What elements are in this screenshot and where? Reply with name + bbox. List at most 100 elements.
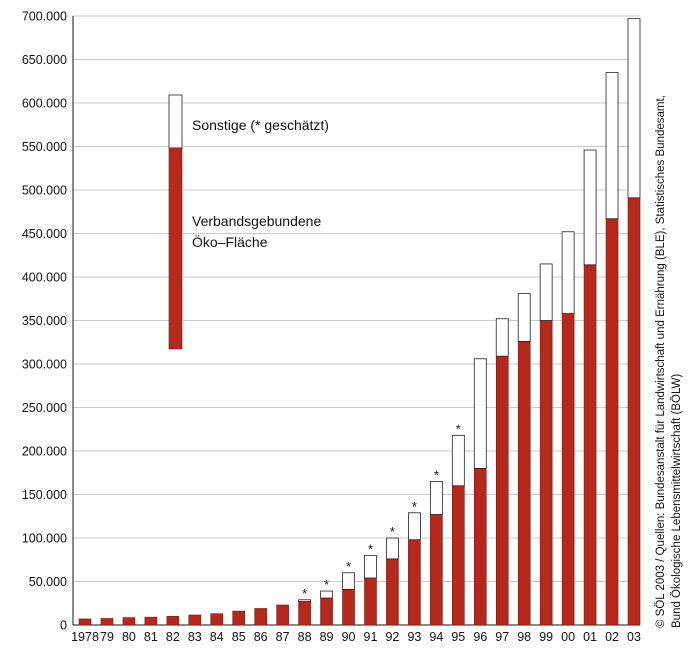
x-tick-label: 80 xyxy=(122,630,136,644)
y-tick-label: 300.000 xyxy=(22,358,67,372)
x-tick-label: 83 xyxy=(188,630,202,644)
bar-verbandsgebunden xyxy=(452,485,465,626)
bar-verbandsgebunden xyxy=(517,341,531,626)
y-tick-label: 150.000 xyxy=(22,488,67,502)
y-tick-label: 400.000 xyxy=(22,271,67,285)
estimated-marker: * xyxy=(412,499,417,514)
bar-sonstige xyxy=(298,599,312,602)
x-tick-label: 81 xyxy=(144,630,158,644)
bar-sonstige xyxy=(429,481,443,515)
bar-verbandsgebunden xyxy=(342,589,355,626)
estimated-marker: * xyxy=(456,421,461,436)
grid xyxy=(73,15,640,582)
bar-verbandsgebunden xyxy=(473,468,487,626)
y-tick-label: 500.000 xyxy=(22,184,67,198)
bar-sonstige xyxy=(451,434,465,487)
estimated-marker: * xyxy=(434,467,439,482)
bar-sonstige xyxy=(386,537,399,560)
y-tick-label: 50.000 xyxy=(29,575,67,589)
bar-verbandsgebunden xyxy=(364,577,377,626)
bar-sonstige xyxy=(605,72,619,220)
bar-verbandsgebunden xyxy=(210,613,224,626)
estimated-marker: * xyxy=(324,577,329,592)
source-line-2: Bund Ökologische Lebensmittelwirtschaft … xyxy=(671,374,683,628)
x-tick-label: 96 xyxy=(473,630,487,644)
x-tick-label: 00 xyxy=(561,630,575,644)
x-tick-label: 88 xyxy=(298,630,312,644)
bar-verbandsgebunden xyxy=(561,313,575,626)
x-axis: 1978 79 80 81 82 83 84 85 86 87 88 89 90 91 92 93 94 95 96… xyxy=(71,630,641,644)
source-note: © SÖL 2003 / Quellen: Bundesanstalt für … xyxy=(655,95,683,628)
bar-verbandsgebunden xyxy=(583,264,597,626)
bar-verbandsgebunden xyxy=(144,616,158,626)
x-tick-label: 93 xyxy=(407,630,421,644)
bar-verbandsgebunden xyxy=(166,615,180,626)
legend-swatch-verbandsgebunden xyxy=(168,147,183,350)
estimated-marker: * xyxy=(346,559,351,574)
x-tick-label: 99 xyxy=(539,630,553,644)
bar-sonstige xyxy=(539,263,553,321)
x-tick-label: 82 xyxy=(166,630,180,644)
bar-verbandsgebunden xyxy=(386,558,399,626)
bar-sonstige xyxy=(473,358,487,469)
x-tick-label: 97 xyxy=(495,630,509,644)
x-tick-label: 85 xyxy=(232,630,246,644)
y-tick-label: 700.000 xyxy=(22,10,67,24)
x-tick-label: 84 xyxy=(210,630,224,644)
x-tick-label: 87 xyxy=(276,630,290,644)
bar-sonstige xyxy=(407,512,421,541)
x-tick-label: 03 xyxy=(627,630,641,644)
x-tick-label: 95 xyxy=(451,630,465,644)
y-tick-label: 200.000 xyxy=(22,445,67,459)
bar-verbandsgebunden xyxy=(254,608,267,626)
legend-label-verbandsgebunden: Verbandsgebundene xyxy=(192,213,321,229)
x-tick-label: 91 xyxy=(364,630,378,644)
bar-sonstige xyxy=(561,231,575,314)
bar-verbandsgebunden xyxy=(539,320,553,626)
y-tick-label: 0 xyxy=(60,619,67,633)
estimated-marker: * xyxy=(302,586,307,601)
bar-verbandsgebunden xyxy=(320,597,333,626)
bar-verbandsgebunden xyxy=(276,604,289,626)
y-tick-label: 600.000 xyxy=(22,97,67,111)
bar-verbandsgebunden xyxy=(78,618,92,626)
estimated-marker: * xyxy=(390,524,395,539)
x-tick-label: 02 xyxy=(605,630,619,644)
bar-sonstige xyxy=(364,555,377,579)
y-tick-label: 650.000 xyxy=(22,53,67,67)
bar-verbandsgebunden xyxy=(188,614,202,626)
bar-verbandsgebunden xyxy=(298,601,311,626)
y-tick-label: 450.000 xyxy=(22,227,67,241)
bar-sonstige xyxy=(517,293,531,342)
legend-label-sonstige: Sonstige (* geschätzt) xyxy=(192,117,329,133)
bar-verbandsgebunden xyxy=(408,539,421,626)
bars: * * * * * * * * xyxy=(78,18,641,626)
bar-verbandsgebunden xyxy=(100,618,114,626)
y-tick-label: 550.000 xyxy=(22,140,67,154)
bar-sonstige xyxy=(583,149,597,266)
bar-sonstige xyxy=(320,590,333,599)
source-line-1: © SÖL 2003 / Quellen: Bundesanstalt für … xyxy=(655,95,667,628)
bar-verbandsgebunden xyxy=(627,197,641,626)
legend-label-verbandsgebunden: Öko–Fläche xyxy=(192,233,268,250)
bar-verbandsgebunden xyxy=(232,610,246,626)
bar-verbandsgebunden xyxy=(495,355,509,626)
legend-swatch-sonstige xyxy=(168,94,183,149)
bar-verbandsgebunden xyxy=(605,218,619,626)
x-tick-label: 89 xyxy=(320,630,334,644)
y-tick-label: 100.000 xyxy=(22,532,67,546)
x-tick-label: 94 xyxy=(429,630,443,644)
bar-sonstige xyxy=(495,318,509,357)
x-tick-label: 90 xyxy=(342,630,356,644)
y-tick-label: 250.000 xyxy=(22,401,67,415)
x-tick-label: 98 xyxy=(517,630,531,644)
y-tick-label: 350.000 xyxy=(22,314,67,328)
legend: Sonstige (* geschätzt) Verbandsgebundene Ö… xyxy=(168,94,329,350)
estimated-marker: * xyxy=(368,541,373,556)
x-tick-label: 01 xyxy=(583,630,597,644)
x-tick-label: 1978 xyxy=(71,630,99,644)
x-tick-label: 86 xyxy=(254,630,268,644)
x-tick-label: 79 xyxy=(100,630,114,644)
x-tick-label: 92 xyxy=(385,630,399,644)
